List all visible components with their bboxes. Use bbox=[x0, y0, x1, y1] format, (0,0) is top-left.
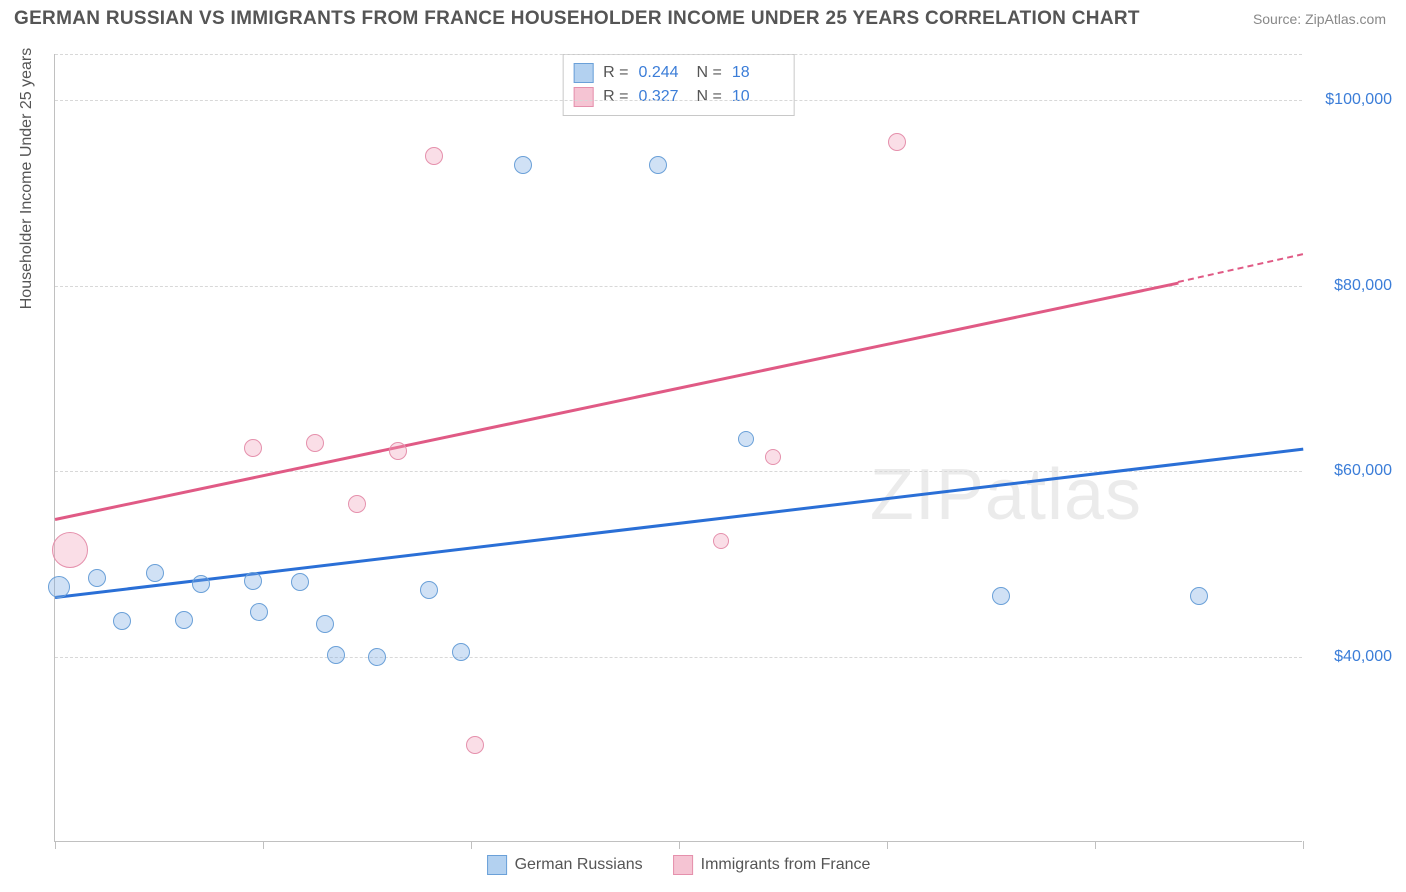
data-point bbox=[1190, 587, 1208, 605]
y-axis-title: Householder Income Under 25 years bbox=[18, 48, 36, 309]
swatch-pink bbox=[673, 855, 693, 875]
legend-label: German Russians bbox=[515, 856, 643, 874]
data-point bbox=[244, 572, 262, 590]
stat-n-label: N = bbox=[697, 85, 722, 109]
stats-row-pink: R = 0.327 N = 10 bbox=[573, 85, 780, 109]
data-point bbox=[192, 575, 210, 593]
data-point bbox=[348, 495, 366, 513]
data-point bbox=[250, 603, 268, 621]
gridline bbox=[55, 54, 1302, 55]
swatch-blue bbox=[487, 855, 507, 875]
swatch-pink bbox=[573, 87, 593, 107]
y-tick-label: $100,000 bbox=[1312, 91, 1392, 109]
x-tick bbox=[887, 841, 888, 849]
data-point bbox=[389, 442, 407, 460]
stat-n-value: 10 bbox=[732, 85, 780, 109]
data-point bbox=[425, 147, 443, 165]
y-tick-label: $40,000 bbox=[1312, 648, 1392, 666]
data-point bbox=[48, 576, 70, 598]
legend-item-pink: Immigrants from France bbox=[673, 855, 871, 875]
data-point bbox=[992, 587, 1010, 605]
x-tick bbox=[263, 841, 264, 849]
data-point bbox=[765, 449, 781, 465]
data-point bbox=[306, 434, 324, 452]
stats-row-blue: R = 0.244 N = 18 bbox=[573, 61, 780, 85]
data-point bbox=[88, 569, 106, 587]
data-point bbox=[316, 615, 334, 633]
data-point bbox=[420, 581, 438, 599]
stat-r-label: R = bbox=[603, 85, 628, 109]
data-point bbox=[52, 532, 88, 568]
data-point bbox=[466, 736, 484, 754]
x-tick bbox=[471, 841, 472, 849]
chart-title: GERMAN RUSSIAN VS IMMIGRANTS FROM FRANCE… bbox=[14, 8, 1140, 30]
data-point bbox=[175, 611, 193, 629]
data-point bbox=[888, 133, 906, 151]
stat-n-label: N = bbox=[697, 61, 722, 85]
gridline bbox=[55, 100, 1302, 101]
x-tick bbox=[679, 841, 680, 849]
data-point bbox=[514, 156, 532, 174]
legend-label: Immigrants from France bbox=[701, 856, 871, 874]
data-point bbox=[146, 564, 164, 582]
data-point bbox=[452, 643, 470, 661]
x-tick bbox=[1095, 841, 1096, 849]
data-point bbox=[327, 646, 345, 664]
gridline bbox=[55, 286, 1302, 287]
chart-header: GERMAN RUSSIAN VS IMMIGRANTS FROM FRANCE… bbox=[0, 0, 1406, 38]
y-tick-label: $60,000 bbox=[1312, 462, 1392, 480]
data-point bbox=[738, 431, 754, 447]
data-point bbox=[113, 612, 131, 630]
data-point bbox=[649, 156, 667, 174]
x-tick bbox=[1303, 841, 1304, 849]
gridline bbox=[55, 657, 1302, 658]
data-point bbox=[291, 573, 309, 591]
stats-box: R = 0.244 N = 18 R = 0.327 N = 10 bbox=[562, 54, 795, 116]
data-point bbox=[713, 533, 729, 549]
trend-line bbox=[1178, 253, 1303, 283]
y-tick-label: $80,000 bbox=[1312, 277, 1392, 295]
x-tick bbox=[55, 841, 56, 849]
plot-area: ZIPatlas R = 0.244 N = 18 R = 0.327 N = … bbox=[54, 54, 1302, 842]
chart-source: Source: ZipAtlas.com bbox=[1253, 11, 1386, 27]
data-point bbox=[244, 439, 262, 457]
stat-r-label: R = bbox=[603, 61, 628, 85]
swatch-blue bbox=[573, 63, 593, 83]
bottom-legend: German Russians Immigrants from France bbox=[487, 855, 871, 875]
stat-r-value: 0.327 bbox=[639, 85, 687, 109]
data-point bbox=[368, 648, 386, 666]
legend-item-blue: German Russians bbox=[487, 855, 643, 875]
stat-n-value: 18 bbox=[732, 61, 780, 85]
stat-r-value: 0.244 bbox=[639, 61, 687, 85]
